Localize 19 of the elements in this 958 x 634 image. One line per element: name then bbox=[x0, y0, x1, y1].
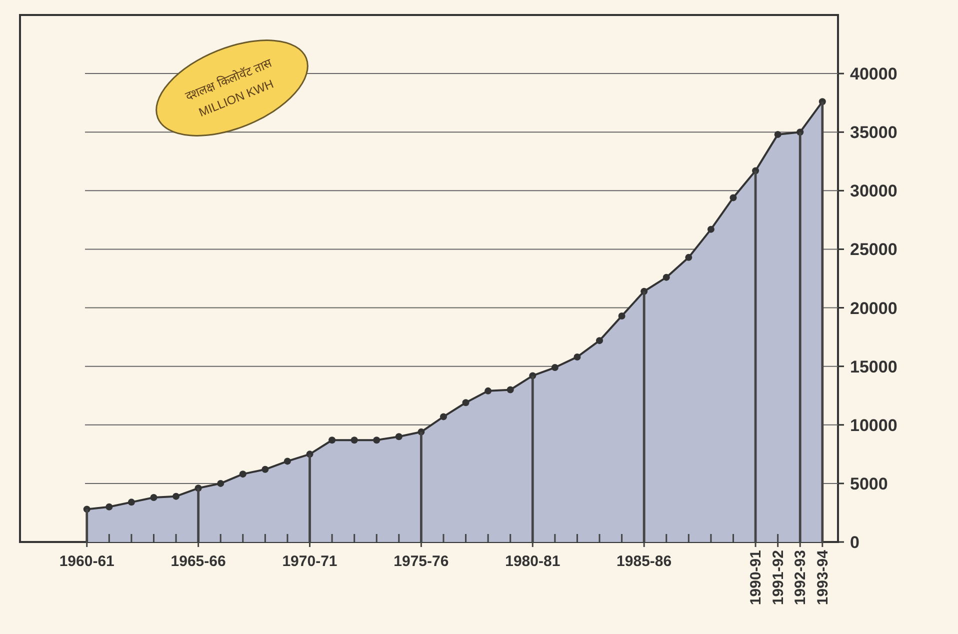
y-tick-label: 0 bbox=[850, 533, 860, 552]
x-tick-label: 1960-61 bbox=[59, 553, 114, 570]
y-tick-label: 5000 bbox=[850, 474, 888, 494]
x-tick-label: 1975-76 bbox=[394, 553, 449, 570]
x-tick-label: 1993-94 bbox=[814, 549, 832, 606]
y-tick-label: 30000 bbox=[850, 182, 898, 201]
x-tick-label: 1985-86 bbox=[616, 553, 672, 570]
y-tick-label: 20000 bbox=[850, 298, 898, 318]
y-tick-label: 25000 bbox=[850, 240, 898, 260]
x-tick-label: 1992-93 bbox=[792, 550, 810, 606]
y-tick-label: 10000 bbox=[850, 416, 898, 435]
x-tick-label: 1970-71 bbox=[282, 553, 338, 570]
x-tick-label: 1991-92 bbox=[770, 550, 787, 606]
x-tick-label: 1965-66 bbox=[170, 553, 226, 570]
x-tick-label: 1990-91 bbox=[748, 550, 765, 606]
x-tick-label: 1980-81 bbox=[505, 553, 560, 570]
y-tick-label: 35000 bbox=[850, 123, 898, 142]
y-tick-label: 40000 bbox=[850, 64, 898, 84]
y-tick-label: 15000 bbox=[850, 357, 898, 376]
